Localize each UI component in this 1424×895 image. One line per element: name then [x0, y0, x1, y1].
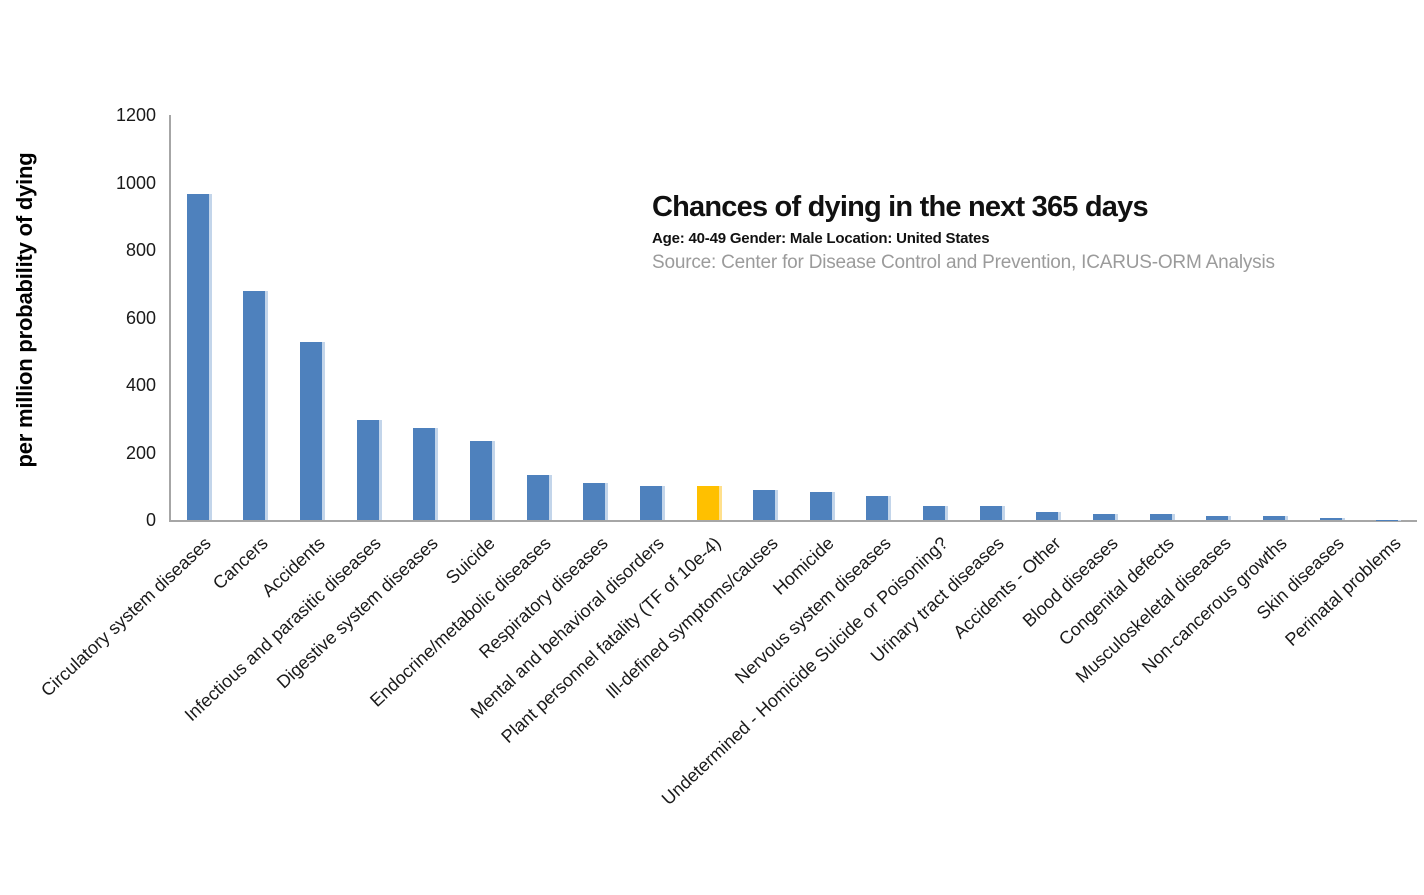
chart-title: Chances of dying in the next 365 days	[652, 191, 1149, 223]
bar	[243, 291, 269, 520]
bar	[809, 492, 835, 520]
y-tick-label: 1000	[115, 172, 156, 193]
plot-area	[169, 115, 1417, 522]
bar	[1262, 516, 1288, 520]
bar	[470, 441, 495, 520]
bar	[923, 505, 949, 520]
bar	[1036, 511, 1062, 520]
bar	[356, 419, 382, 520]
y-tick-label: 800	[125, 240, 156, 260]
bar	[1319, 518, 1345, 520]
y-axis-title: per million probability of dying	[12, 152, 37, 468]
bar	[1149, 514, 1175, 520]
y-tick-label: 0	[145, 510, 156, 530]
bar	[866, 496, 892, 520]
bar	[1093, 513, 1118, 520]
bar	[583, 482, 609, 520]
y-tick-label: 600	[125, 307, 156, 328]
bar	[1206, 515, 1232, 520]
bar	[639, 485, 665, 520]
bar	[413, 428, 439, 520]
chart-subtitle: Age: 40-49 Gender: Male Location: United…	[652, 230, 990, 247]
bar	[186, 194, 212, 520]
highlighted-bar	[696, 486, 722, 520]
bar	[753, 490, 779, 520]
y-tick-label: 400	[125, 375, 156, 395]
bar	[979, 505, 1005, 520]
y-tick-label: 200	[125, 442, 156, 463]
bar	[526, 475, 552, 520]
chart-source-attribution: Source: Center for Disease Control and P…	[652, 252, 1275, 273]
title-block: Chances of dying in the next 365 days Ag…	[652, 190, 1392, 274]
y-tick-label: 1200	[115, 105, 156, 125]
bar	[300, 341, 326, 520]
